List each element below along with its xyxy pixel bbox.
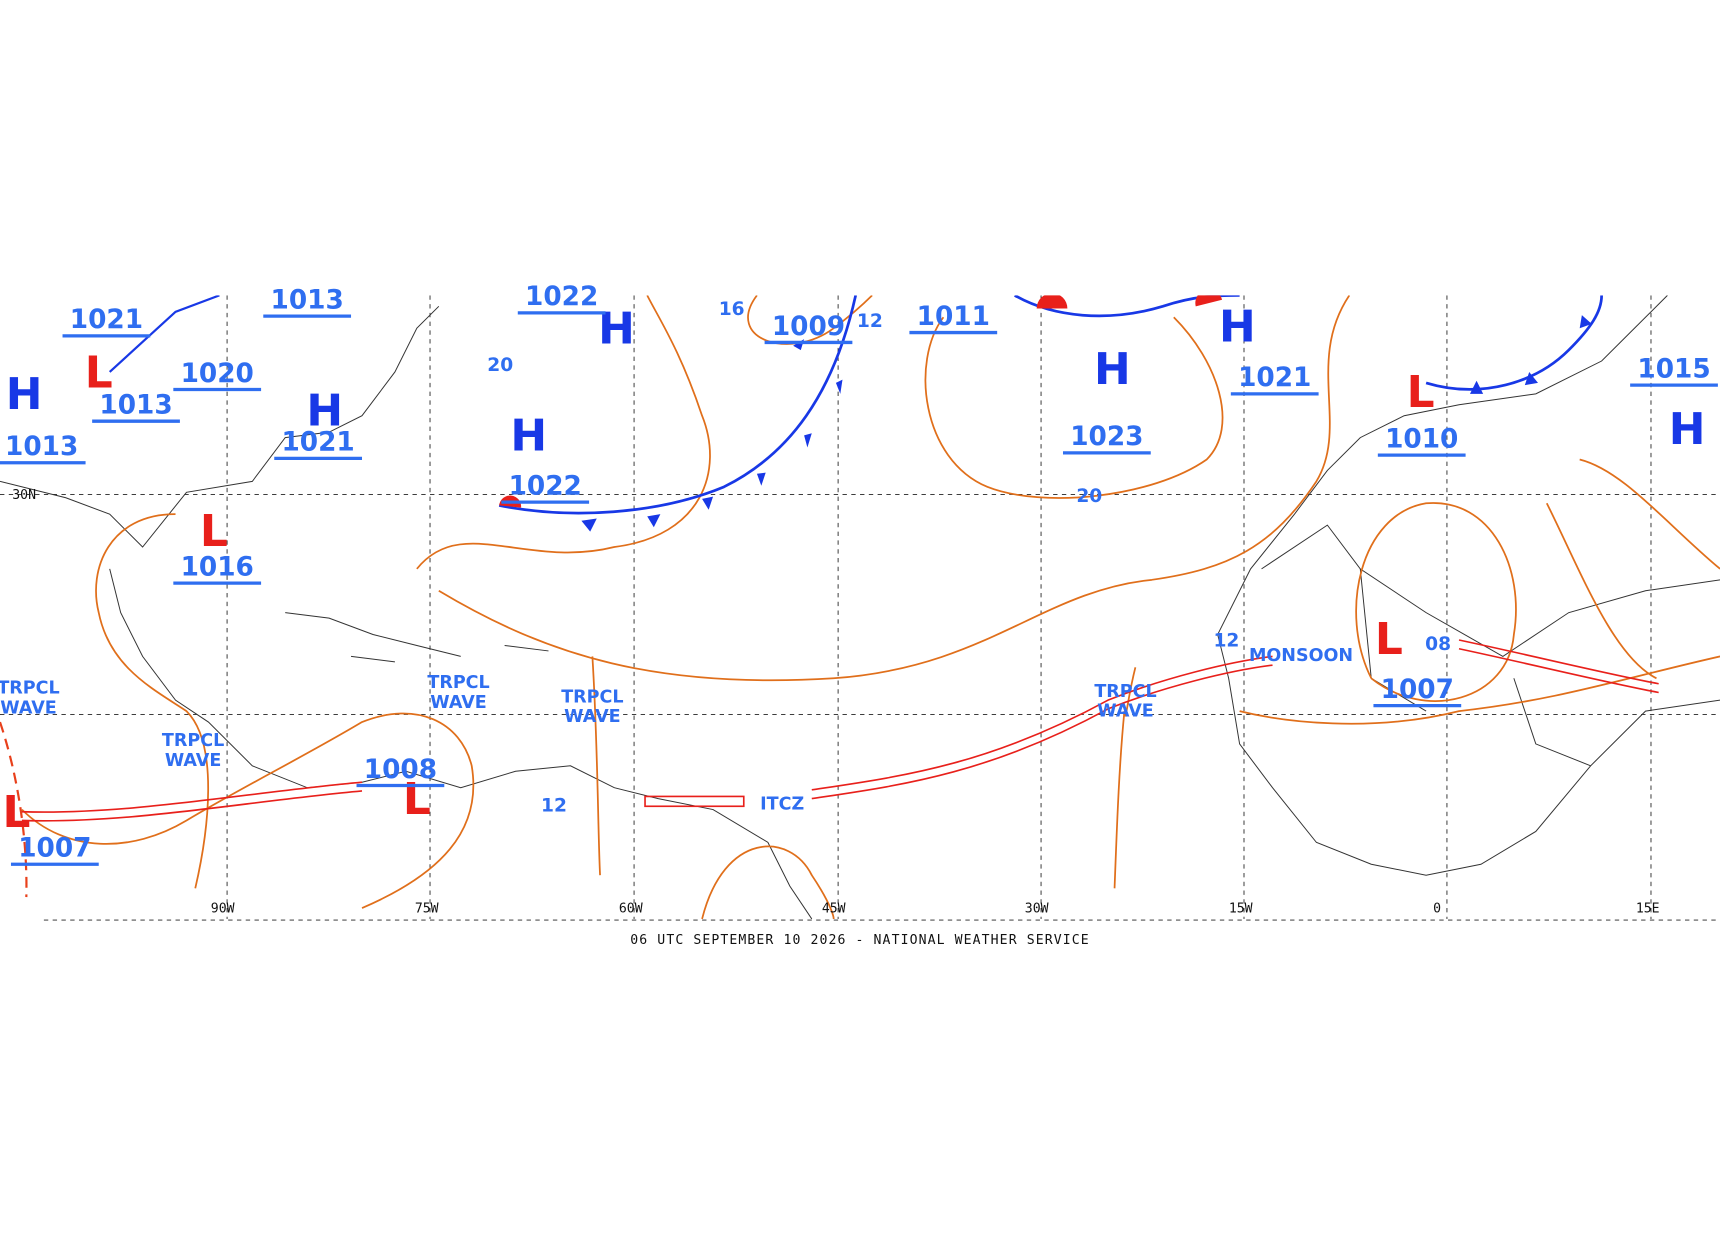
pressure-value: 1009 (772, 312, 845, 342)
pressure-center: H (1669, 404, 1706, 455)
longitude-label: 60W (619, 901, 643, 916)
pressure-center: L (200, 506, 228, 557)
pressure-value: 1010 (1385, 424, 1458, 454)
tropical-wave-label: WAVE (165, 751, 221, 771)
footer: 06 UTC SEPTEMBER 10 2026 - NATIONAL WEAT… (630, 933, 1090, 948)
tropical-wave-label: WAVE (430, 693, 486, 713)
pressure-value: 1016 (181, 552, 254, 582)
isobar-label: 20 (1076, 486, 1102, 507)
pressure-center: L (85, 347, 113, 398)
pressure-center: L (403, 774, 431, 825)
pressure-value: 1008 (364, 755, 437, 785)
pressure-center: L (1407, 367, 1435, 418)
longitude-label: 15W (1229, 901, 1253, 916)
feature-label: ITCZ (760, 795, 804, 815)
itcz (21, 639, 1659, 822)
isobar-label: 20 (487, 355, 513, 376)
pressure-value: 1021 (1238, 363, 1311, 393)
map-area (0, 295, 1720, 920)
pressure-value: 1015 (1637, 354, 1710, 384)
coastlines (0, 295, 1720, 920)
longitude-label: 15E (1636, 901, 1660, 916)
pressure-value: 1013 (99, 391, 172, 421)
isobar-label: 12 (541, 796, 567, 817)
pressure-value: 1020 (181, 359, 254, 389)
longitude-label: 75W (415, 901, 439, 916)
isobar-label: 12 (857, 311, 883, 332)
isobar-label: 08 (1425, 634, 1451, 655)
fronts (0, 295, 1603, 898)
isobar-label: 12 (1213, 631, 1239, 652)
tropical-wave-label: WAVE (564, 707, 620, 727)
pressure-value: 1021 (282, 428, 355, 458)
tropical-wave-label: TRPCL (0, 679, 60, 699)
pressure-value: 1022 (525, 282, 598, 312)
latitude-label: 30N (12, 488, 36, 503)
longitude-label: 30W (1025, 901, 1049, 916)
pressure-value: 1022 (509, 472, 582, 502)
pressure-center: H (1094, 344, 1131, 395)
longitude-label: 45W (822, 901, 846, 916)
pressure-value: 1007 (18, 834, 91, 864)
tropical-wave-label: TRPCL (427, 673, 489, 693)
pressure-center: H (6, 369, 43, 420)
isobar-label: 16 (719, 299, 745, 320)
tropical-wave-label: WAVE (0, 698, 56, 718)
longitude-label: 90W (211, 901, 235, 916)
pressure-value: 1007 (1381, 675, 1454, 705)
feature-label: MONSOON (1249, 646, 1353, 666)
pressure-value: 1013 (271, 286, 344, 316)
pressure-value: 1013 (5, 432, 78, 462)
pressure-center: L (2, 787, 30, 838)
tropical-wave-label: TRPCL (162, 731, 224, 751)
longitude-label: 0 (1433, 901, 1441, 916)
pressure-center: H (306, 386, 343, 437)
pressure-center: H (1219, 301, 1256, 352)
tropical-wave-label: TRPCL (1094, 682, 1156, 702)
tropical-wave-label: WAVE (1097, 702, 1153, 722)
pressure-center: H (510, 411, 547, 462)
pressure-center: L (1375, 614, 1403, 665)
pressure-value: 1011 (917, 302, 990, 332)
pressure-value: 1023 (1070, 422, 1143, 452)
grid (0, 295, 1720, 919)
pressure-value: 1021 (70, 305, 143, 335)
isobars (21, 295, 1720, 920)
tropical-wave-label: TRPCL (561, 687, 623, 707)
pressure-center: H (598, 304, 635, 355)
